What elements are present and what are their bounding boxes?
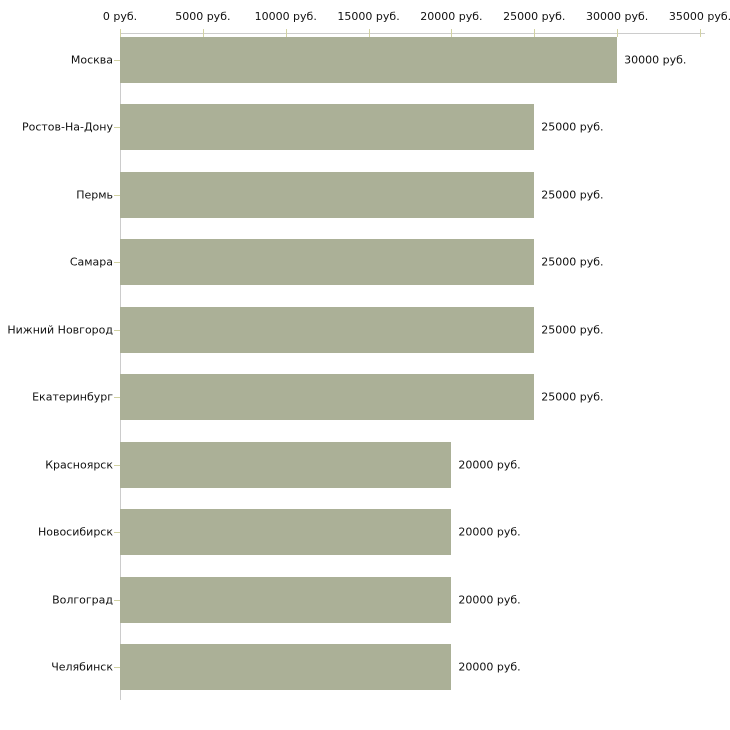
category-tick: [114, 60, 120, 61]
value-label: 20000 руб.: [458, 660, 521, 674]
category-label: Нижний Новгород: [7, 323, 113, 337]
x-axis-tick: [451, 29, 453, 37]
x-axis-tick-label: 15000 руб.: [337, 10, 400, 23]
category-label: Пермь: [76, 188, 113, 202]
category-tick: [114, 464, 120, 466]
category-label: Волгоград: [52, 593, 113, 607]
x-axis-tick: [285, 29, 287, 37]
value-label: 20000 руб.: [458, 525, 521, 539]
y-axis-line: [120, 33, 121, 700]
category-label: Москва: [70, 53, 113, 67]
bar: [120, 104, 535, 151]
category-tick: [114, 329, 120, 331]
x-axis-tick-label: 30000 руб.: [586, 10, 649, 23]
value-label: 25000 руб.: [541, 188, 604, 202]
bar: [120, 374, 535, 421]
x-axis-tick-label: 20000 руб.: [420, 10, 483, 23]
x-axis-tick-label: 10000 руб.: [254, 10, 317, 23]
x-axis-line: [120, 33, 705, 34]
bar: [120, 306, 535, 353]
value-label: 25000 руб.: [541, 120, 604, 134]
value-label: 20000 руб.: [458, 593, 521, 607]
category-tick: [114, 667, 120, 669]
value-label: 25000 руб.: [541, 390, 604, 404]
value-label: 25000 руб.: [541, 323, 604, 337]
value-label: 25000 руб.: [541, 255, 604, 269]
category-tick: [114, 127, 120, 129]
bar: [120, 239, 535, 286]
category-label: Ростов-На-Дону: [21, 120, 113, 134]
bar: [120, 37, 618, 83]
x-axis-tick: [534, 29, 536, 37]
category-label: Новосибирск: [37, 525, 113, 539]
category-tick: [114, 532, 120, 534]
x-axis-tick-label: 35000 руб.: [668, 10, 730, 23]
x-axis-tick: [120, 29, 121, 37]
category-label: Челябинск: [51, 660, 113, 674]
category-label: Самара: [69, 255, 113, 269]
x-axis-tick: [617, 29, 619, 37]
bar: [120, 509, 452, 556]
bar: [120, 644, 452, 691]
category-tick: [114, 194, 120, 196]
category-label: Красноярск: [45, 458, 113, 472]
x-axis-tick-label: 25000 руб.: [503, 10, 566, 23]
bar: [120, 441, 452, 488]
x-axis-tick: [700, 29, 701, 37]
category-tick: [114, 397, 120, 399]
x-axis-tick: [368, 29, 370, 37]
x-axis-tick-label: 5000 руб.: [175, 10, 231, 23]
x-axis-tick: [202, 29, 204, 37]
bar: [120, 576, 452, 623]
x-axis-tick-label: 0 руб.: [102, 10, 138, 23]
bar: [120, 171, 535, 218]
value-label: 20000 руб.: [458, 458, 521, 472]
category-tick: [114, 262, 120, 264]
value-label: 30000 руб.: [624, 53, 687, 67]
category-label: Екатеринбург: [32, 390, 113, 404]
category-tick: [114, 599, 120, 601]
